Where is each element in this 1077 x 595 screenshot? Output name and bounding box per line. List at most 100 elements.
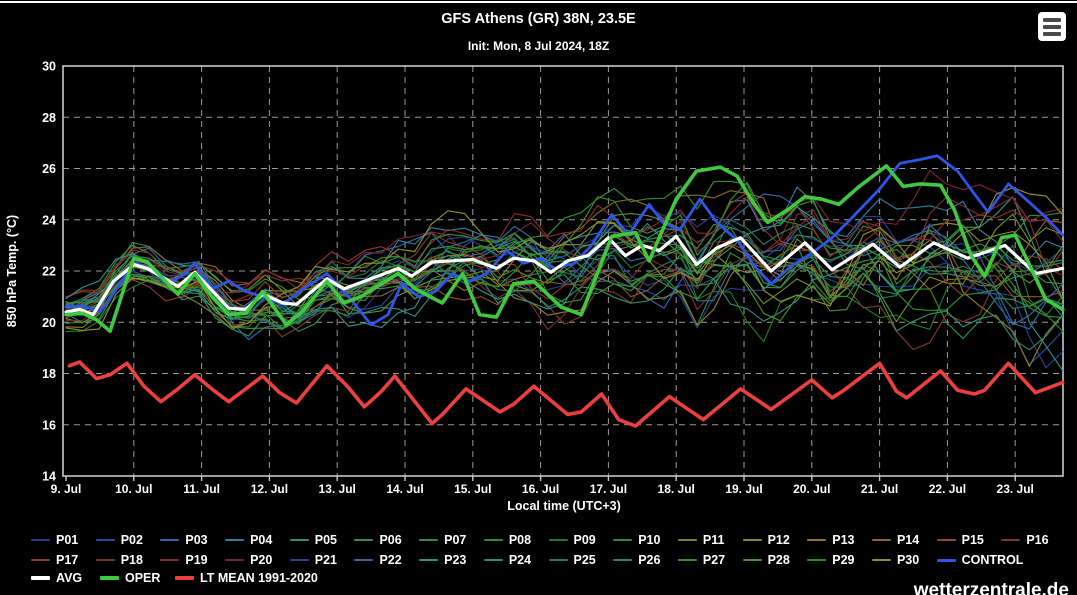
- hamburger-menu-button[interactable]: [1038, 12, 1066, 41]
- legend-item-p05: P05: [289, 533, 355, 547]
- legend-item-oper: OPER: [100, 571, 175, 585]
- legend-item-p28: P28: [742, 553, 808, 567]
- legend-row-1: P01 P02 P03 P04 P05 P06 P07 P08 P09 P10 P11 P12 P13 P…: [31, 533, 1066, 547]
- legend-label: P23: [444, 553, 467, 567]
- svg-text:17. Jul: 17. Jul: [590, 482, 627, 496]
- legend-item-p02: P02: [95, 533, 161, 547]
- legend-swatch: [31, 538, 50, 542]
- watermark-text: wetterzentrale.de: [913, 580, 1069, 595]
- legend-label: OPER: [125, 571, 161, 585]
- legend-label: P01: [56, 533, 79, 547]
- legend-swatch: [936, 558, 956, 562]
- legend-item-p06: P06: [354, 533, 419, 547]
- page-title: GFS Athens (GR) 38N, 23.5E: [441, 11, 636, 27]
- legend-label: P15: [961, 533, 984, 547]
- legend-label: P17: [56, 553, 79, 567]
- legend-item-lt-mean-1991-2020: LT MEAN 1991-2020: [175, 571, 318, 585]
- svg-text:11. Jul: 11. Jul: [183, 482, 220, 496]
- legend-item-p18: P18: [95, 553, 161, 567]
- legend-item-p27: P27: [677, 553, 743, 567]
- legend-label: P22: [379, 553, 402, 567]
- legend-label: P29: [832, 553, 855, 567]
- legend-item-p24: P24: [483, 553, 549, 567]
- legend-item-p25: P25: [548, 553, 614, 567]
- legend-label: P14: [896, 533, 920, 547]
- svg-text:19. Jul: 19. Jul: [725, 482, 762, 496]
- legend-swatch: [742, 538, 762, 542]
- legend-label: P27: [702, 553, 726, 567]
- legend-item-avg: AVG: [31, 571, 100, 585]
- svg-text:9. Jul: 9. Jul: [51, 482, 82, 496]
- y-axis-label: 850 hPa Temp. (°C): [5, 215, 19, 327]
- svg-text:12. Jul: 12. Jul: [251, 482, 288, 496]
- legend-label: P24: [508, 553, 532, 567]
- svg-text:22. Jul: 22. Jul: [929, 482, 966, 496]
- legend-item-p20: P20: [225, 553, 290, 567]
- legend-item-p12: P12: [742, 533, 808, 547]
- svg-text:24: 24: [42, 213, 56, 227]
- legend-label: P04: [250, 533, 273, 547]
- legend-swatch: [871, 538, 891, 542]
- chart-header: GFS Athens (GR) 38N, 23.5E Init: Mon, 8 …: [0, 0, 1077, 53]
- legend-swatch: [936, 538, 956, 542]
- legend-item-p10: P10: [613, 533, 678, 547]
- legend-swatch: [613, 538, 633, 542]
- legend-swatch: [419, 558, 439, 562]
- legend-swatch: [483, 538, 503, 542]
- legend-item-p04: P04: [225, 533, 290, 547]
- legend-swatch: [354, 558, 374, 562]
- legend-label: P02: [120, 533, 143, 547]
- legend-label: P08: [508, 533, 532, 547]
- legend-label: P05: [314, 533, 337, 547]
- legend-swatch: [807, 558, 827, 562]
- legend-label: P11: [702, 533, 725, 547]
- legend-swatch: [100, 576, 119, 580]
- forecast-chart: 850 hPa Temp. (°C) Local time (UTC+3) 14…: [5, 60, 1065, 513]
- legend-swatch: [483, 558, 503, 562]
- svg-text:30: 30: [42, 60, 56, 74]
- legend-label: P18: [120, 553, 143, 567]
- svg-text:18: 18: [42, 367, 56, 381]
- svg-text:26: 26: [42, 162, 56, 176]
- legend-swatch: [742, 558, 762, 562]
- legend-item-control: CONTROL: [936, 553, 1023, 567]
- legend-swatch: [95, 558, 115, 562]
- svg-text:20. Jul: 20. Jul: [793, 482, 830, 496]
- legend-label: P10: [638, 533, 661, 547]
- legend-label: P25: [573, 553, 596, 567]
- legend-item-p29: P29: [807, 553, 872, 567]
- legend-label: P30: [896, 553, 920, 567]
- svg-text:23. Jul: 23. Jul: [997, 482, 1034, 496]
- legend-item-p16: P16: [1001, 533, 1066, 547]
- svg-text:14. Jul: 14. Jul: [386, 482, 423, 496]
- top-border-line: [0, 1, 1077, 3]
- legend-swatch: [871, 558, 891, 562]
- legend-swatch: [175, 576, 194, 580]
- legend-swatch: [160, 538, 180, 542]
- legend-label: P06: [379, 533, 402, 547]
- legend-swatch: [31, 576, 50, 580]
- svg-text:13. Jul: 13. Jul: [319, 482, 356, 496]
- legend-swatch: [548, 538, 568, 542]
- svg-text:16. Jul: 16. Jul: [522, 482, 559, 496]
- legend-item-p03: P03: [160, 533, 225, 547]
- legend-swatch: [289, 558, 309, 562]
- legend-label: P07: [444, 533, 467, 547]
- legend-swatch: [160, 558, 180, 562]
- svg-text:15. Jul: 15. Jul: [454, 482, 491, 496]
- svg-text:18. Jul: 18. Jul: [658, 482, 695, 496]
- legend-item-p26: P26: [613, 553, 678, 567]
- legend-label: P20: [250, 553, 273, 567]
- legend-swatch: [95, 538, 115, 542]
- legend-swatch: [807, 538, 827, 542]
- legend-item-p07: P07: [419, 533, 484, 547]
- x-axis-label: Local time (UTC+3): [507, 499, 621, 513]
- legend-swatch: [225, 538, 245, 542]
- svg-text:14: 14: [42, 470, 56, 484]
- legend-item-p19: P19: [160, 553, 225, 567]
- legend-label: P19: [185, 553, 208, 567]
- svg-text:20: 20: [42, 316, 56, 330]
- svg-text:28: 28: [42, 111, 56, 125]
- legend-item-p15: P15: [936, 533, 1002, 547]
